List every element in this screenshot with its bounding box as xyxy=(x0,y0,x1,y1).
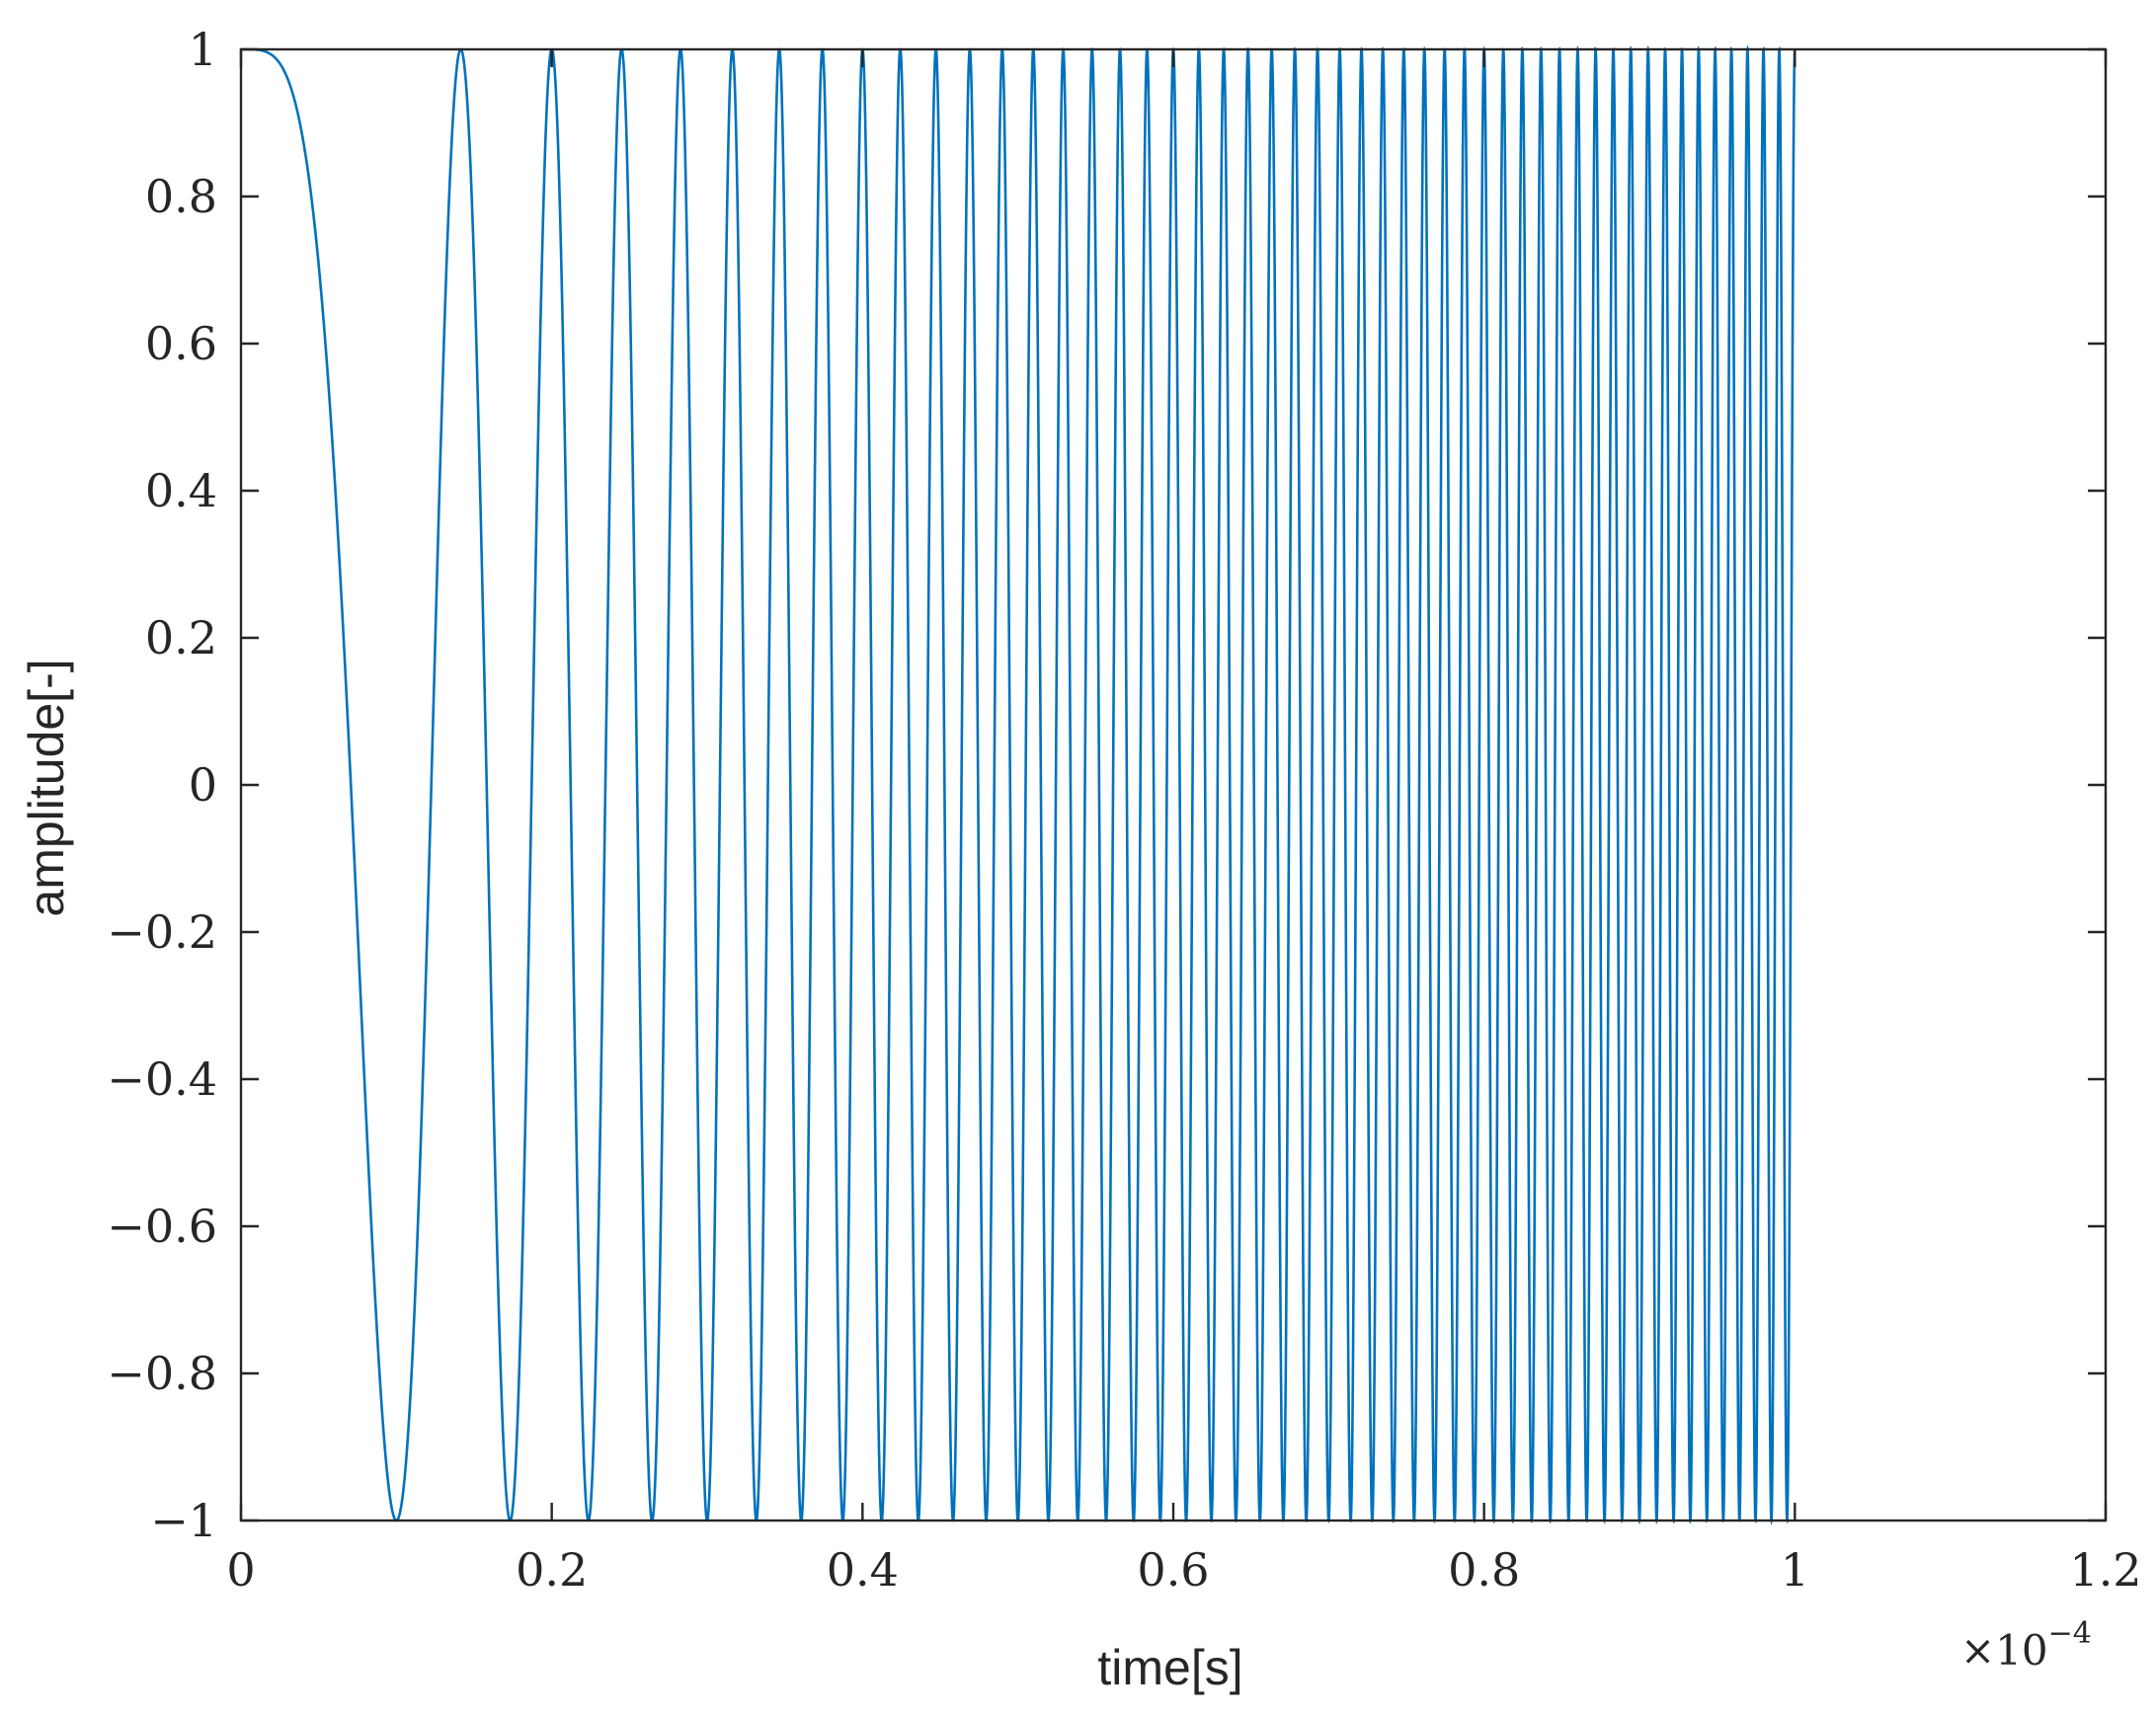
x-tick-label: 0.2 xyxy=(516,1543,588,1597)
y-axis-label: amplitude[-] xyxy=(19,659,74,916)
y-tick-label: −0.6 xyxy=(107,1200,217,1253)
x-axis-multiplier: ×10−4 xyxy=(1960,1616,2092,1675)
tick-labels: 0 0.2 0.4 0.6 0.8 1 1.2 −1 −0.8 −0.6 −0.4 −0.2 0 0.2 0… xyxy=(107,23,2141,1597)
x-tick-label: 1.2 xyxy=(2069,1543,2141,1597)
x-tick-label: 1 xyxy=(1781,1543,1809,1597)
x-tick-label: 0.4 xyxy=(827,1543,899,1597)
ticks-layer xyxy=(239,47,2108,1522)
x-axis-multiplier-base: ×10 xyxy=(1960,1626,2048,1675)
y-tick-label: 0.8 xyxy=(145,170,217,223)
x-tick-label: 0 xyxy=(226,1543,255,1597)
y-tick-label: −1 xyxy=(150,1494,217,1547)
y-tick-label: −0.4 xyxy=(107,1053,217,1106)
y-tick-label: −0.2 xyxy=(107,905,217,959)
y-tick-label: 1 xyxy=(189,23,217,76)
x-axis-label: time[s] xyxy=(1097,1640,1242,1695)
y-tick-label: 0 xyxy=(189,758,217,812)
x-tick-label: 0.6 xyxy=(1137,1543,1209,1597)
y-tick-label: 0.4 xyxy=(145,464,217,517)
y-tick-label: 0.6 xyxy=(145,317,217,370)
y-tick-label: −0.8 xyxy=(107,1347,217,1400)
x-tick-label: 0.8 xyxy=(1448,1543,1520,1597)
x-axis-multiplier-exponent: −4 xyxy=(2048,1616,2092,1651)
y-tick-label: 0.2 xyxy=(145,611,217,664)
